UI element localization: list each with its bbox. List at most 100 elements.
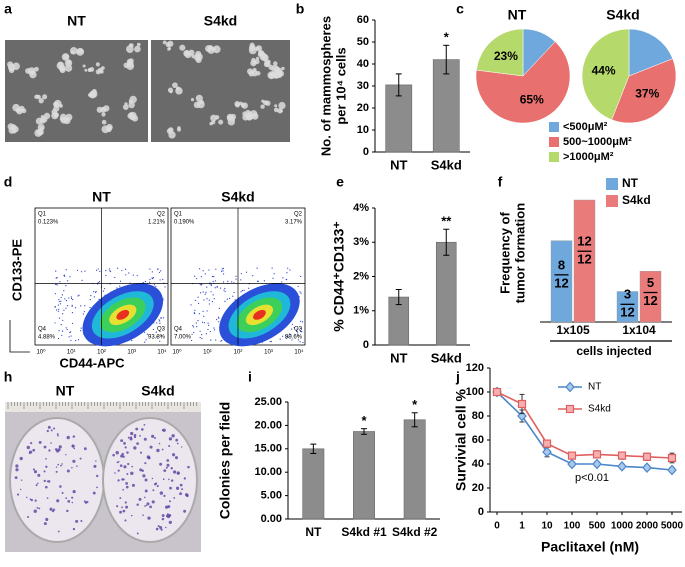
flow-event bbox=[149, 281, 151, 283]
flow-event bbox=[63, 309, 65, 311]
colony bbox=[155, 527, 159, 531]
cell-cluster bbox=[40, 115, 45, 119]
colony bbox=[171, 434, 175, 438]
y-axis-label: Survivial cell % bbox=[453, 388, 469, 490]
flow-event bbox=[55, 283, 57, 285]
colony bbox=[127, 436, 130, 439]
flow-event bbox=[63, 290, 65, 292]
flow-event bbox=[224, 290, 226, 293]
flow-y-label: CD133-PE bbox=[9, 239, 24, 301]
cell-cluster bbox=[64, 64, 73, 72]
y-tick-label: 80 bbox=[472, 410, 484, 422]
colony bbox=[125, 482, 129, 485]
pie-slice bbox=[611, 58, 677, 124]
flow-event bbox=[285, 337, 287, 339]
flow-event bbox=[66, 328, 68, 331]
cell-cluster bbox=[179, 44, 186, 51]
flow-event bbox=[269, 340, 271, 343]
colony bbox=[19, 488, 22, 491]
colony bbox=[156, 485, 159, 488]
pie-slice bbox=[476, 28, 524, 77]
quadrant-percent: 3.17% bbox=[285, 220, 303, 226]
significance: * bbox=[412, 397, 418, 412]
flow-event bbox=[302, 341, 304, 344]
flow-event bbox=[227, 280, 229, 282]
x-tick-label: 100 bbox=[564, 521, 581, 532]
cell-cluster bbox=[247, 68, 254, 75]
colony bbox=[136, 442, 139, 445]
colony bbox=[156, 448, 160, 453]
colony bbox=[165, 514, 169, 518]
y-tick-label: 15.00 bbox=[254, 443, 282, 455]
cell-cluster bbox=[9, 66, 13, 70]
flow-event bbox=[108, 268, 110, 270]
fraction-numerator: 12 bbox=[577, 234, 591, 249]
flow-tick-label: 10⁴ bbox=[157, 349, 167, 356]
colony bbox=[19, 456, 23, 461]
flow-event bbox=[194, 275, 196, 277]
flow-title: S4kd bbox=[221, 189, 254, 205]
cell-cluster bbox=[175, 87, 183, 95]
flow-tick-label: 10⁰ bbox=[172, 349, 182, 356]
colony bbox=[149, 505, 152, 509]
flow-event bbox=[198, 313, 201, 315]
flow-event bbox=[202, 291, 204, 293]
colony bbox=[146, 455, 151, 459]
colony bbox=[119, 510, 122, 514]
flow-event bbox=[54, 322, 56, 324]
colony bbox=[38, 440, 42, 444]
dish bbox=[9, 417, 105, 543]
colony bbox=[73, 447, 76, 450]
data-point bbox=[567, 458, 577, 470]
colony bbox=[160, 528, 163, 531]
flow-event bbox=[56, 309, 58, 311]
colony bbox=[15, 468, 19, 472]
flow-event bbox=[297, 332, 299, 334]
bar bbox=[403, 419, 426, 520]
flow-event bbox=[159, 279, 161, 281]
y-tick-label: 5.00 bbox=[261, 490, 282, 502]
y-axis-label: Colonies per field bbox=[217, 402, 233, 519]
flow-event bbox=[232, 295, 234, 297]
flow-event bbox=[223, 273, 225, 275]
flow-event bbox=[224, 287, 226, 290]
colony bbox=[54, 448, 58, 451]
colony bbox=[175, 486, 180, 490]
colony bbox=[121, 506, 124, 509]
flow-event bbox=[55, 270, 57, 272]
flow-event bbox=[191, 339, 193, 342]
flow-event bbox=[206, 286, 208, 288]
cell-cluster bbox=[126, 60, 134, 68]
flow-event bbox=[285, 334, 287, 336]
cell-cluster bbox=[188, 49, 195, 56]
flow-event bbox=[153, 284, 155, 286]
colony bbox=[15, 464, 19, 468]
flow-event bbox=[270, 340, 272, 343]
colony bbox=[52, 508, 56, 511]
colony bbox=[30, 442, 33, 445]
legend-label: 500~1000μM² bbox=[563, 136, 632, 148]
y-axis-label: tumor formation bbox=[512, 203, 527, 303]
flow-event bbox=[286, 335, 288, 338]
cell-cluster bbox=[25, 68, 31, 74]
flow-event bbox=[240, 279, 242, 281]
flow-event bbox=[77, 339, 80, 341]
cell-cluster bbox=[108, 125, 113, 130]
colony bbox=[133, 436, 137, 439]
colony bbox=[32, 448, 36, 452]
flow-event bbox=[144, 331, 146, 333]
colony bbox=[143, 424, 146, 426]
data-point bbox=[542, 446, 552, 458]
flow-event bbox=[162, 278, 164, 281]
y-axis-label: No. of mammospheres bbox=[318, 16, 333, 156]
cell-cluster bbox=[274, 104, 278, 108]
flow-event bbox=[222, 267, 225, 269]
y-tick-label: 0 bbox=[363, 339, 369, 351]
data-point bbox=[667, 464, 677, 476]
colony bbox=[135, 427, 139, 431]
colony bbox=[67, 499, 71, 503]
flow-event bbox=[212, 280, 214, 283]
flow-event bbox=[70, 297, 73, 299]
colony bbox=[166, 463, 170, 467]
